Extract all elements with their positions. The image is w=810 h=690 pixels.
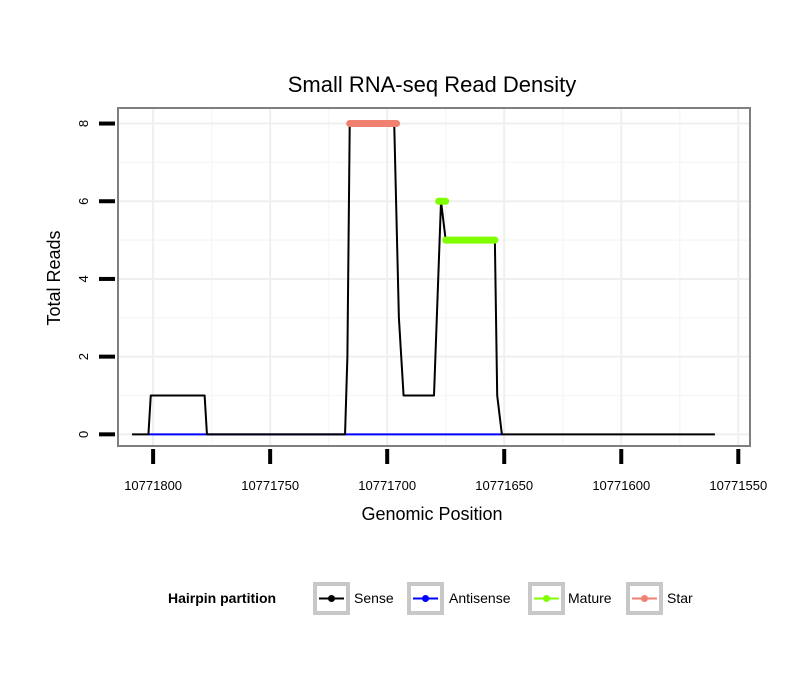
x-axis: 10771800 10771750 10771700 10771650 10771600… xyxy=(124,449,767,493)
x-tick-label: 10771800 xyxy=(124,478,182,493)
legend-label: Mature xyxy=(568,590,612,606)
legend-label: Sense xyxy=(354,590,394,606)
legend-key-point xyxy=(641,595,648,602)
legend-title: Hairpin partition xyxy=(168,590,276,606)
x-axis-title: Genomic Position xyxy=(361,504,502,524)
y-axis: 0 2 4 6 8 xyxy=(76,120,115,438)
legend: Hairpin partition Sense Antisense Mature St… xyxy=(168,582,693,615)
y-tick-label: 2 xyxy=(76,353,91,360)
x-tick-label: 10771600 xyxy=(592,478,650,493)
x-tick-label: 10771700 xyxy=(358,478,416,493)
legend-label: Star xyxy=(667,590,693,606)
legend-item-star: Star xyxy=(626,582,693,615)
y-axis-title: Total Reads xyxy=(44,230,64,325)
plot-panel xyxy=(117,107,751,447)
legend-item-mature: Mature xyxy=(528,582,612,615)
x-tick-label: 10771750 xyxy=(241,478,299,493)
y-tick-label: 6 xyxy=(76,198,91,205)
x-tick-label: 10771650 xyxy=(475,478,533,493)
legend-item-antisense: Antisense xyxy=(407,582,511,615)
x-tick-label: 10771550 xyxy=(709,478,767,493)
y-tick-label: 8 xyxy=(76,120,91,127)
legend-item-sense: Sense xyxy=(313,582,394,615)
grid xyxy=(118,108,750,446)
legend-key-point xyxy=(543,595,550,602)
series-line-sense xyxy=(132,122,715,436)
series-layer xyxy=(132,120,715,436)
y-tick-label: 4 xyxy=(76,275,91,282)
chart-title: Small RNA-seq Read Density xyxy=(288,72,577,97)
legend-key-point xyxy=(328,595,335,602)
y-tick-label: 0 xyxy=(76,431,91,438)
legend-key-point xyxy=(422,595,429,602)
legend-label: Antisense xyxy=(449,590,511,606)
